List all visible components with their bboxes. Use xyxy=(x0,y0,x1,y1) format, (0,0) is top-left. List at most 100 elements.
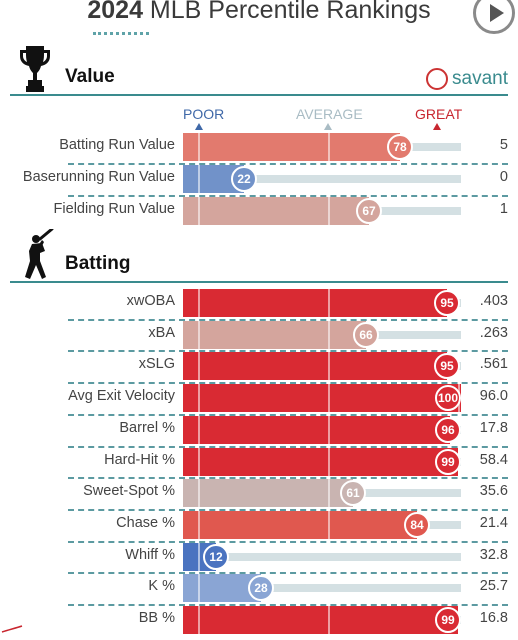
gridline xyxy=(198,352,200,381)
trophy-icon xyxy=(20,46,50,92)
metric-value: 5 xyxy=(499,137,508,153)
row-separator xyxy=(68,572,508,575)
metric-row[interactable]: Whiff % 12 32.8 xyxy=(0,542,518,571)
row-separator xyxy=(68,477,508,480)
row-separator xyxy=(68,604,508,606)
metric-value: 96.0 xyxy=(479,388,508,405)
percentile-bubble: 100 xyxy=(435,385,461,412)
gridline xyxy=(328,479,330,508)
metric-value: 25.7 xyxy=(479,578,508,595)
metric-label: xwOBA xyxy=(126,293,175,309)
metric-row[interactable]: xSLG 95 .561 xyxy=(0,352,518,381)
gridline xyxy=(198,320,200,349)
percentile-bar xyxy=(183,289,447,317)
percentile-bubble: 84 xyxy=(404,511,430,538)
row-separator xyxy=(68,382,508,385)
percentile-bubble: 95 xyxy=(434,290,460,316)
row-separator xyxy=(68,508,508,511)
metric-label: Baserunning Run Value xyxy=(22,169,175,185)
metric-row[interactable]: xBA 66 .263 xyxy=(0,320,518,349)
page-title: 2024 MLB Percentile Rankings xyxy=(0,0,518,25)
row-separator xyxy=(68,413,508,416)
scale-great-label: GREAT xyxy=(415,106,463,122)
batting-section-header: Batting xyxy=(10,229,508,283)
metric-row[interactable]: Barrel % 96 17.8 xyxy=(0,415,518,444)
row-separator xyxy=(68,163,508,165)
metric-row[interactable]: Chase % 84 21.4 xyxy=(0,510,518,539)
gridline xyxy=(328,197,330,225)
percentile-bubble: 12 xyxy=(203,543,229,570)
metric-label: BB % xyxy=(138,610,175,626)
metric-row[interactable]: Batting Run Value 78 5 xyxy=(0,133,518,161)
percentile-bar xyxy=(183,197,369,225)
percentile-bubble: 61 xyxy=(340,480,366,507)
metric-value: .263 xyxy=(479,324,508,341)
great-marker-icon xyxy=(433,123,441,130)
percentile-bar xyxy=(183,510,417,539)
percentile-bubble: 96 xyxy=(435,416,461,443)
scale-poor-label: POOR xyxy=(183,106,225,122)
gridline xyxy=(198,447,200,476)
metric-value: .561 xyxy=(479,356,508,373)
metric-value: 1 xyxy=(499,201,508,217)
metric-row[interactable]: Hard-Hit % 99 58.4 xyxy=(0,447,518,476)
gridline xyxy=(328,606,330,634)
savant-logo: savant xyxy=(426,68,508,90)
metric-row[interactable]: Sweet-Spot % 61 35.6 xyxy=(0,479,518,508)
metric-row[interactable]: Fielding Run Value 67 1 xyxy=(0,197,518,225)
gridline xyxy=(198,197,200,225)
percentile-bubble: 99 xyxy=(435,448,461,475)
gridline xyxy=(198,510,200,539)
row-separator xyxy=(68,350,508,353)
gridline xyxy=(328,415,330,444)
percentile-bar xyxy=(183,479,353,508)
metric-label: Avg Exit Velocity xyxy=(68,388,175,405)
percentile-bubble: 78 xyxy=(387,134,413,160)
metric-row[interactable]: K % 28 25.7 xyxy=(0,574,518,603)
metric-value: 35.6 xyxy=(479,483,508,500)
metric-label: Batting Run Value xyxy=(59,137,175,153)
metric-label: Sweet-Spot % xyxy=(83,483,175,500)
percentile-bar xyxy=(183,447,458,476)
percentile-bubble: 28 xyxy=(248,575,274,602)
percentile-bubble: 95 xyxy=(434,353,460,380)
percentile-bar xyxy=(183,352,447,381)
metric-row[interactable]: xwOBA 95 .403 xyxy=(0,289,518,317)
percentile-bubble: 22 xyxy=(231,166,257,192)
percentile-bar xyxy=(183,320,366,349)
row-separator xyxy=(68,195,508,197)
percentile-bubble: 67 xyxy=(356,198,382,224)
value-section-title: Value xyxy=(65,66,115,87)
gridline xyxy=(328,320,330,349)
metric-row[interactable]: BB % 99 16.8 xyxy=(0,606,518,634)
metric-label: Barrel % xyxy=(119,419,175,436)
metric-value: 58.4 xyxy=(479,451,508,468)
percentile-bar xyxy=(183,606,458,634)
title-text: MLB Percentile Rankings xyxy=(142,0,431,24)
batting-section-title: Batting xyxy=(65,253,131,274)
metric-row[interactable]: Baserunning Run Value 22 0 xyxy=(0,165,518,193)
percentile-track xyxy=(183,552,461,561)
metric-value: .403 xyxy=(479,293,508,309)
gridline xyxy=(198,289,200,317)
scale-average-label: AVERAGE xyxy=(296,106,363,122)
gridline xyxy=(328,510,330,539)
metric-value: 16.8 xyxy=(479,610,508,626)
gridline xyxy=(198,415,200,444)
play-button[interactable] xyxy=(473,0,515,34)
gridline xyxy=(328,133,330,161)
baseball-icon xyxy=(426,68,449,90)
gridline xyxy=(328,447,330,476)
metric-row[interactable]: Avg Exit Velocity 100 96.0 xyxy=(0,384,518,413)
metric-label: Chase % xyxy=(116,514,175,531)
row-separator xyxy=(68,540,508,543)
gridline xyxy=(198,606,200,634)
metric-label: Whiff % xyxy=(125,546,175,563)
gridline xyxy=(328,384,330,413)
row-separator xyxy=(68,318,508,321)
corner-mark xyxy=(1,625,23,633)
average-marker-icon xyxy=(324,123,332,130)
metric-value: 0 xyxy=(499,169,508,185)
metric-label: K % xyxy=(148,578,175,595)
gridline xyxy=(328,289,330,317)
